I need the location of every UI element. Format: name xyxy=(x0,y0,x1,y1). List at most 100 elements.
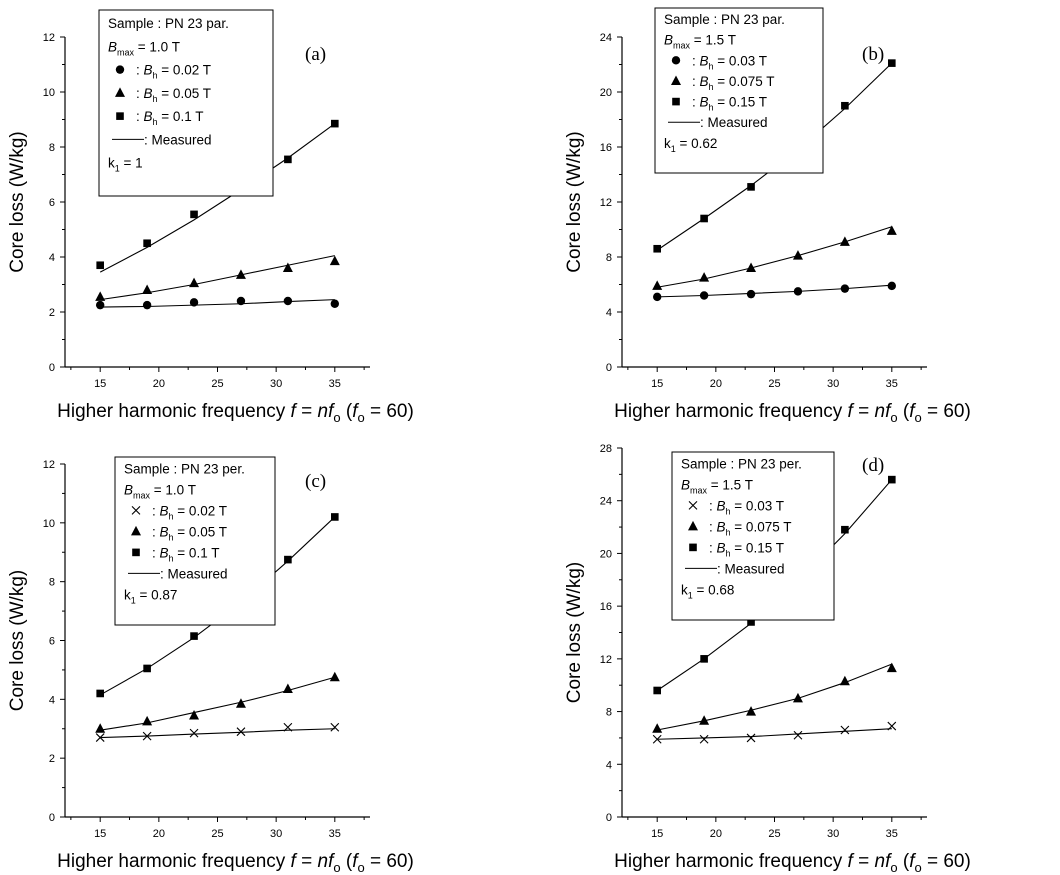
series-2 xyxy=(95,255,340,301)
x-tick-label: 15 xyxy=(94,378,106,390)
data-point xyxy=(330,722,340,732)
x-tick-label: 30 xyxy=(827,378,839,390)
data-point xyxy=(189,298,199,307)
y-tick-label: 8 xyxy=(606,707,612,719)
data-point xyxy=(143,664,151,673)
y-tick-label: 12 xyxy=(600,197,612,209)
legend-series-label: : Bh = 0.03 T xyxy=(692,53,767,71)
y-axis-label: Core loss (W/kg) xyxy=(564,131,585,272)
y-tick-label: 10 xyxy=(43,87,55,99)
data-point xyxy=(887,721,897,731)
series-1 xyxy=(652,721,897,744)
data-point xyxy=(330,299,340,308)
measured-line xyxy=(100,676,335,731)
data-point xyxy=(95,300,105,310)
legend-series-label: : Bh = 0.05 T xyxy=(136,86,211,104)
measured-line xyxy=(657,663,893,731)
y-tick-label: 20 xyxy=(600,87,612,99)
y-tick-label: 8 xyxy=(606,252,612,264)
series-2 xyxy=(652,662,897,733)
x-tick-label: 20 xyxy=(153,378,165,390)
y-tick-label: 4 xyxy=(606,759,612,771)
data-point xyxy=(653,244,661,253)
x-tick-label: 15 xyxy=(651,828,663,840)
x-axis-label: Higher harmonic frequency f = nfo (fo = … xyxy=(614,401,971,425)
legend-series-label: : Bh = 0.1 T xyxy=(136,109,203,127)
legend-measured: : Measured xyxy=(700,115,768,130)
y-tick-label: 4 xyxy=(49,694,55,706)
x-tick-label: 25 xyxy=(768,828,780,840)
legend-k1: k1 = 0.62 xyxy=(664,136,717,154)
data-point xyxy=(142,731,152,741)
measured-line xyxy=(100,299,335,308)
data-point xyxy=(841,101,849,110)
data-point xyxy=(699,734,709,744)
x-tick-label: 15 xyxy=(94,828,106,840)
legend-series-label: : Bh = 0.075 T xyxy=(709,519,791,537)
legend: Sample : PN 23 per. Bmax = 1.0 T: Bh = 0.… xyxy=(114,456,276,626)
data-point xyxy=(700,655,708,663)
data-point xyxy=(652,723,663,733)
data-point xyxy=(282,262,293,272)
legend-marker xyxy=(131,525,141,536)
data-point xyxy=(236,727,246,737)
data-point xyxy=(888,475,896,484)
data-point xyxy=(839,675,850,686)
x-tick-label: 30 xyxy=(270,378,282,390)
y-tick-label: 16 xyxy=(600,601,612,613)
measured-line xyxy=(100,728,335,739)
data-point xyxy=(793,287,803,296)
legend-marker xyxy=(688,500,698,510)
data-point xyxy=(96,689,104,698)
x-tick-label: 20 xyxy=(710,378,722,390)
data-point xyxy=(235,269,246,279)
series-2 xyxy=(95,671,340,733)
data-point xyxy=(189,710,200,720)
x-tick-label: 30 xyxy=(270,828,282,840)
legend-series-label: : Bh = 0.03 T xyxy=(709,498,784,516)
y-tick-label: 28 xyxy=(600,443,612,455)
data-point xyxy=(142,715,153,726)
y-tick-label: 4 xyxy=(49,252,55,264)
legend-bmax: Bmax = 1.0 T xyxy=(108,39,180,57)
chart-panel-d: 0 4 8 12 16 20 24 28 15 20 25 30 35 Core loss (W/kg) H… xyxy=(564,443,971,875)
y-tick-label: 12 xyxy=(43,32,55,44)
chart-panel-b: 0 4 8 12 16 20 24 15 20 25 30 35 Core loss (W/kg) Hig… xyxy=(564,7,971,425)
panel-label: (a) xyxy=(305,44,326,65)
data-point xyxy=(887,281,897,291)
y-tick-label: 8 xyxy=(49,577,55,589)
y-tick-label: 2 xyxy=(49,753,55,765)
data-point xyxy=(839,236,850,246)
legend-k1: k1 = 1 xyxy=(108,156,143,174)
data-point xyxy=(329,671,340,682)
legend-marker xyxy=(115,87,125,97)
y-tick-label: 6 xyxy=(49,197,55,209)
legend-marker xyxy=(671,75,681,85)
x-tick-label: 15 xyxy=(651,378,663,390)
data-point xyxy=(95,733,105,742)
data-point xyxy=(284,555,292,564)
measured-line xyxy=(657,728,892,740)
series-2 xyxy=(652,225,897,290)
data-point xyxy=(283,722,293,732)
data-point xyxy=(746,289,756,299)
legend-marker xyxy=(689,543,697,552)
legend-series-label: : Bh = 0.02 T xyxy=(136,63,211,81)
data-point xyxy=(235,698,246,708)
data-point xyxy=(886,662,897,673)
data-point xyxy=(95,723,106,733)
data-point xyxy=(95,291,106,301)
legend-k1: k1 = 0.68 xyxy=(681,582,734,600)
legend-frame xyxy=(98,9,274,197)
legend: Sample : PN 23 per. Bmax = 1.5 T: Bh = 0.… xyxy=(671,451,835,621)
panel-label: (c) xyxy=(305,471,326,492)
data-point xyxy=(746,706,757,716)
y-tick-label: 0 xyxy=(49,362,55,374)
data-point xyxy=(142,284,153,294)
x-axis-label: Higher harmonic frequency f = nfo (fo = … xyxy=(57,851,414,875)
legend: Sample : PN 23 par. Bmax = 1.0 T: Bh = 0.… xyxy=(98,9,274,197)
data-point xyxy=(747,618,755,626)
measured-line xyxy=(100,255,335,301)
data-point xyxy=(331,119,339,128)
